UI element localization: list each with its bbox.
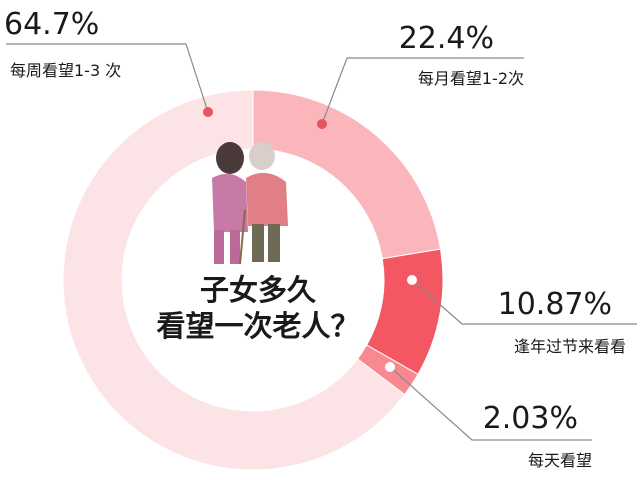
donut-slice-weekly bbox=[62, 89, 406, 471]
data-label-holiday-pct: 10.87% bbox=[498, 287, 612, 322]
callout-line-daily bbox=[389, 366, 592, 441]
category-label-daily: 每天看望 bbox=[528, 451, 592, 470]
category-label-monthly: 每月看望1-2次 bbox=[418, 69, 524, 88]
callout-line-holiday bbox=[411, 279, 637, 325]
center-title-line-2: 看望一次老人？ bbox=[156, 309, 359, 343]
callout-line-weekly bbox=[6, 43, 209, 113]
donut-slice-monthly bbox=[252, 89, 442, 260]
donut-slices bbox=[62, 89, 444, 471]
callout-line-monthly bbox=[321, 57, 524, 125]
data-label-weekly-pct: 64.7% bbox=[4, 7, 99, 42]
callout-dot-weekly bbox=[203, 107, 213, 117]
data-label-monthly-pct: 22.4% bbox=[399, 21, 494, 56]
category-label-weekly: 每周看望1-3 次 bbox=[10, 61, 121, 80]
callout-dot-daily bbox=[385, 362, 395, 372]
callout-dot-holiday bbox=[407, 275, 417, 285]
category-label-holiday: 逢年过节来看看 bbox=[514, 337, 626, 356]
callout-dot-monthly bbox=[317, 119, 327, 129]
data-label-daily-pct: 2.03% bbox=[483, 401, 578, 436]
center-title-line-1: 子女多久 bbox=[200, 273, 316, 307]
callouts: 64.7% 每周看望1-3 次 22.4% 每月看望1-2次 10.87% 逢年… bbox=[4, 7, 637, 470]
elderly-and-child-illustration bbox=[212, 142, 288, 265]
